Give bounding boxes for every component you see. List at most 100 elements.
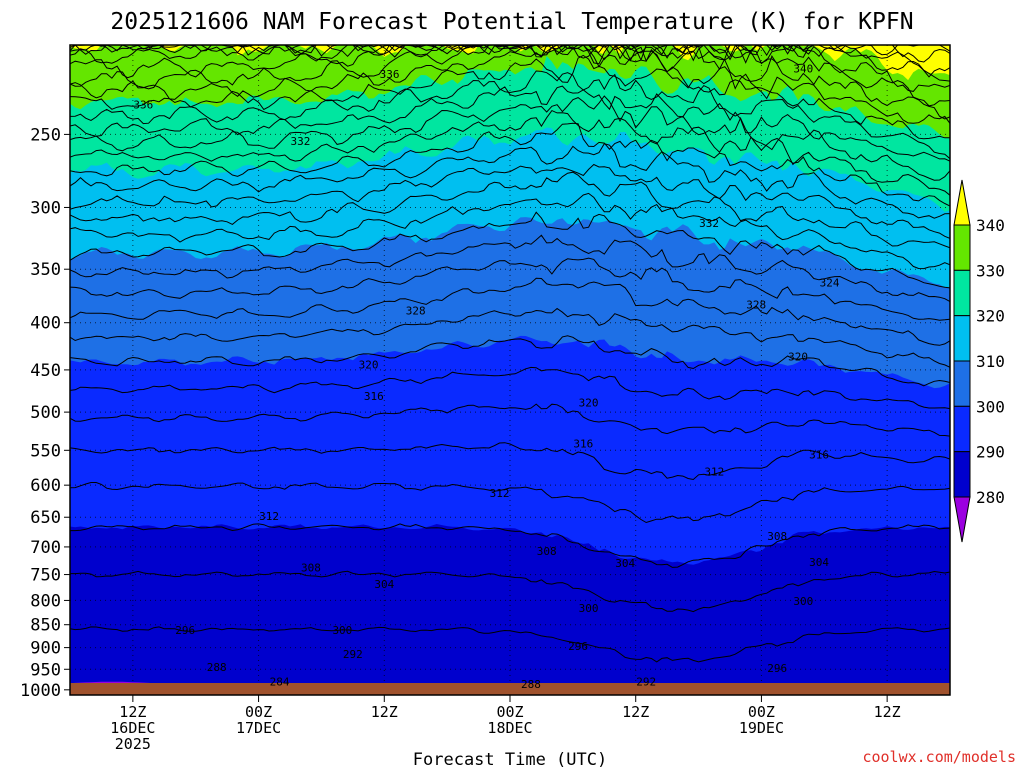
colorbar: 340 330 320 310 300 290 280 xyxy=(953,179,1005,543)
y-tick-label: 450 xyxy=(30,361,61,381)
contour-label: 288 xyxy=(521,678,541,691)
contour-label: 296 xyxy=(767,662,787,675)
isentrope-304 xyxy=(70,277,950,346)
contour-label: 316 xyxy=(573,438,593,451)
colorbar-swatch xyxy=(953,224,971,271)
x-tick-label: 00Z xyxy=(245,703,272,721)
x-tick-label: 00Z xyxy=(496,703,523,721)
colorbar-swatch xyxy=(953,451,971,498)
contour-label: 320 xyxy=(359,359,379,372)
contour-label: 308 xyxy=(537,545,557,558)
contour-label: 316 xyxy=(809,449,829,462)
x-tick-label: 16DEC xyxy=(110,719,155,737)
isentrope-344 xyxy=(70,45,950,64)
x-tick-label: 19DEC xyxy=(739,719,784,737)
isentrope-324 xyxy=(70,95,950,181)
contour-label: 328 xyxy=(746,298,766,311)
isentrope-296 xyxy=(70,403,950,437)
contour-label: 292 xyxy=(343,648,363,661)
isentrope-308 xyxy=(70,234,950,303)
contour-label: 288 xyxy=(207,661,227,674)
isentrope-312 xyxy=(70,192,950,270)
contour-label: 336 xyxy=(133,98,153,111)
contour-label: 304 xyxy=(374,578,394,591)
colorbar-label: 290 xyxy=(976,443,1005,462)
colorbar-label: 300 xyxy=(976,397,1005,416)
colorbar-label: 330 xyxy=(976,261,1005,280)
y-tick-label: 250 xyxy=(30,125,61,145)
contour-label: 312 xyxy=(704,466,724,479)
contour-label: 284 xyxy=(270,676,290,689)
isentrope-320 xyxy=(70,122,950,207)
contour-label: 308 xyxy=(767,530,787,543)
isentrope-332 xyxy=(70,46,950,124)
contour-label: 300 xyxy=(332,624,352,637)
y-tick-label: 850 xyxy=(30,616,61,636)
isentrope-298 xyxy=(70,366,950,410)
isentrope-316 xyxy=(70,163,950,239)
y-tick-label: 400 xyxy=(30,314,61,334)
contour-label: 316 xyxy=(364,390,384,403)
contour-label: 300 xyxy=(579,602,599,615)
contour-label: 332 xyxy=(699,217,719,230)
isentrope-328 xyxy=(70,70,950,160)
contour-label: 324 xyxy=(820,277,840,290)
isentrope-322 xyxy=(70,109,950,196)
isentrope-346 xyxy=(70,45,950,65)
colorbar-max-arrow xyxy=(953,179,971,226)
y-tick-label: 550 xyxy=(30,441,61,461)
x-tick-label: 12Z xyxy=(371,703,398,721)
contour-label: 304 xyxy=(615,557,635,570)
contour-label: 336 xyxy=(380,68,400,81)
x-axis-label: Forecast Time (UTC) xyxy=(413,750,607,768)
contour-label: 312 xyxy=(259,510,279,523)
colorbar-swatch xyxy=(953,269,971,317)
x-tick-label: 00Z xyxy=(748,703,775,721)
contour-labels: 336 336 340 332 332 328 328 324 320 320 320 316 316 3… xyxy=(133,62,839,691)
isentrope-292 xyxy=(70,482,950,524)
y-tick-label: 500 xyxy=(30,403,61,423)
y-tick-label: 350 xyxy=(30,260,61,280)
contour-label: 304 xyxy=(809,556,829,569)
band-290 xyxy=(70,524,950,695)
isentrope-300 xyxy=(70,335,950,387)
chart-title: 2025121606 NAM Forecast Potential Temper… xyxy=(110,9,913,35)
x-tick-label: 12Z xyxy=(874,703,901,721)
isentrope-lines xyxy=(70,45,950,695)
x-tick-label: 18DEC xyxy=(487,719,532,737)
x-tick-label: 17DEC xyxy=(236,719,281,737)
contour-label: 292 xyxy=(636,676,656,689)
colorbar-label: 280 xyxy=(976,488,1005,507)
isentrope-294 xyxy=(70,442,950,481)
contour-label: 300 xyxy=(793,595,813,608)
contour-label: 332 xyxy=(291,135,311,148)
y-tick-label: 800 xyxy=(30,591,61,611)
colorbar-label: 310 xyxy=(976,352,1005,371)
x-tick-label: 2025 xyxy=(115,735,151,753)
colorbar-swatch xyxy=(953,360,971,407)
contour-label: 340 xyxy=(793,62,813,75)
plot-area: 336 336 340 332 332 328 328 324 320 320 320 316 316 3… xyxy=(70,45,950,695)
contour-label: 296 xyxy=(175,624,195,637)
y-tick-label: 650 xyxy=(30,508,61,528)
y-tick-label: 300 xyxy=(30,198,61,218)
isentrope-314 xyxy=(70,171,950,249)
isentrope-310 xyxy=(70,211,950,289)
contour-label: 320 xyxy=(579,396,599,409)
isentrope-302 xyxy=(70,307,950,368)
isentrope-330 xyxy=(70,54,950,140)
y-tick-label: 1000 xyxy=(20,681,61,701)
contour-label: 308 xyxy=(301,562,321,575)
isentrope-318 xyxy=(70,143,950,219)
contour-label: 328 xyxy=(406,305,426,318)
credit-text[interactable]: coolwx.com/models xyxy=(862,748,1016,766)
colorbar-label: 340 xyxy=(976,216,1005,235)
isentrope-326 xyxy=(70,85,950,162)
x-tick-label: 12Z xyxy=(119,703,146,721)
colorbar-label: 320 xyxy=(976,307,1005,326)
colorbar-swatch xyxy=(953,315,971,362)
colorbar-swatch xyxy=(953,405,971,453)
colorbar-min-arrow xyxy=(953,496,971,543)
